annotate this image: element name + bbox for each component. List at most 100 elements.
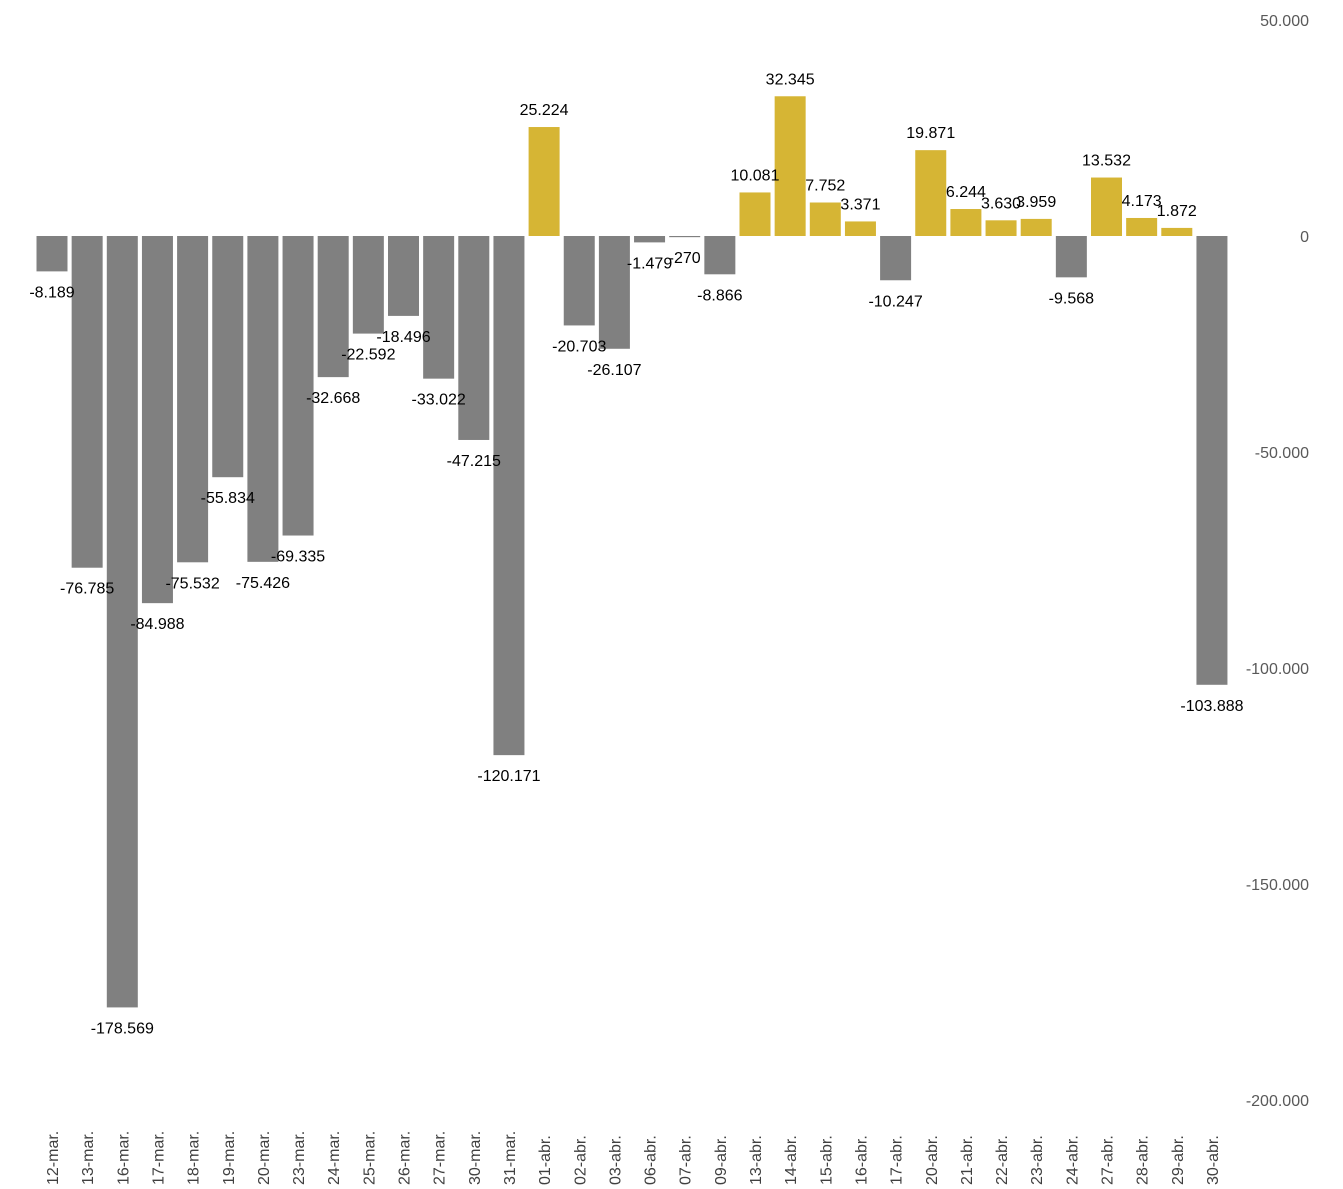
bar-09-abr. <box>704 236 736 275</box>
data-label: -76.785 <box>60 581 114 598</box>
bar-18-mar. <box>177 236 209 563</box>
x-tick-label: 18-mar. <box>186 1131 203 1185</box>
bars-group <box>36 96 1228 1008</box>
bar-28-abr. <box>1126 217 1158 236</box>
x-tick-label: 26-mar. <box>397 1131 414 1185</box>
x-tick-label: 27-mar. <box>432 1131 449 1185</box>
y-tick-label: -150.000 <box>1246 877 1309 894</box>
x-tick-label: 16-abr. <box>853 1135 870 1185</box>
x-tick-label: 02-abr. <box>572 1135 589 1185</box>
y-axis: 50.000 0 -50.000 -100.000 -150.000 -200.000 <box>1246 13 1309 1110</box>
bar-15-abr. <box>809 202 841 236</box>
data-label: -18.496 <box>376 329 430 346</box>
x-tick-label: 25-mar. <box>361 1131 378 1185</box>
x-tick-label: 27-abr. <box>1100 1135 1117 1185</box>
data-label: 3.371 <box>840 196 880 213</box>
data-label: 3.630 <box>981 195 1021 212</box>
data-label: -47.215 <box>447 453 501 470</box>
data-label: 3.959 <box>1016 194 1056 211</box>
bar-17-abr. <box>880 236 912 281</box>
x-tick-label: 21-abr. <box>959 1135 976 1185</box>
data-labels-group: -8.189 -76.785 -178.569 -84.988 -75.532 -55.8… <box>29 71 1243 1037</box>
bar-20-mar. <box>247 236 279 562</box>
bar-22-abr. <box>985 220 1017 236</box>
data-label: 32.345 <box>766 71 815 88</box>
bar-06-abr. <box>634 236 666 243</box>
bar-19-mar. <box>212 236 244 478</box>
bar-26-mar. <box>388 236 419 316</box>
x-tick-label: 16-mar. <box>115 1131 132 1185</box>
data-label: -75.532 <box>165 575 219 592</box>
x-tick-label: 06-abr. <box>643 1135 660 1185</box>
bar-17-mar. <box>141 236 173 604</box>
data-label: -32.668 <box>306 390 360 407</box>
x-tick-label: 29-abr. <box>1170 1135 1187 1185</box>
bar-27-mar. <box>423 236 455 379</box>
y-tick-label: -200.000 <box>1246 1093 1309 1110</box>
bar-16-abr. <box>844 221 876 236</box>
x-tick-label: 22-abr. <box>994 1135 1011 1185</box>
bar-23-abr. <box>1020 218 1052 236</box>
bar-21-abr. <box>950 209 982 236</box>
x-tick-label: 14-abr. <box>783 1135 800 1185</box>
x-tick-label: 24-mar. <box>326 1131 343 1185</box>
x-tick-label: 30-abr. <box>1205 1135 1222 1185</box>
bar-29-abr. <box>1161 227 1193 236</box>
data-label: -84.988 <box>130 616 184 633</box>
x-tick-label: 03-abr. <box>607 1135 624 1185</box>
data-label: 10.081 <box>731 167 780 184</box>
x-tick-label: 17-mar. <box>150 1131 167 1185</box>
x-tick-label: 15-abr. <box>818 1135 835 1185</box>
x-tick-label: 24-abr. <box>1064 1135 1081 1185</box>
data-label: -20.703 <box>552 338 606 355</box>
bar-24-abr. <box>1055 236 1087 278</box>
x-tick-label: 12-mar. <box>45 1131 62 1185</box>
x-tick-label: 13-abr. <box>748 1135 765 1185</box>
x-tick-label: 20-mar. <box>256 1131 273 1185</box>
bar-01-abr. <box>528 127 560 236</box>
bar-31-mar. <box>493 236 525 756</box>
bar-14-abr. <box>774 96 806 237</box>
y-tick-label: 50.000 <box>1260 13 1309 30</box>
x-tick-label: 23-abr. <box>1029 1135 1046 1185</box>
x-tick-label: 30-mar. <box>467 1131 484 1185</box>
data-label: 19.871 <box>906 125 955 142</box>
y-tick-label: -50.000 <box>1255 445 1309 462</box>
x-tick-label: 23-mar. <box>291 1131 308 1185</box>
x-tick-label: 19-mar. <box>221 1131 238 1185</box>
data-label: 6.244 <box>946 184 986 201</box>
x-tick-label: 13-mar. <box>80 1131 97 1185</box>
data-label: -33.022 <box>412 392 466 409</box>
y-tick-label: 0 <box>1300 229 1309 246</box>
bar-16-mar. <box>106 236 138 1008</box>
data-label: 1.872 <box>1157 203 1197 220</box>
data-label: -1.479 <box>627 255 672 272</box>
data-label: -120.171 <box>477 768 540 785</box>
bar-12-mar. <box>36 236 68 272</box>
bar-30-mar. <box>458 236 490 440</box>
y-tick-label: -100.000 <box>1246 661 1309 678</box>
x-tick-label: 01-abr. <box>537 1135 554 1185</box>
data-label: -26.107 <box>587 362 641 379</box>
x-tick-label: 07-abr. <box>678 1135 695 1185</box>
bar-03-abr. <box>598 236 630 349</box>
data-label: 25.224 <box>520 102 569 119</box>
x-tick-label: 17-abr. <box>889 1135 906 1185</box>
bar-07-abr. <box>669 236 701 238</box>
data-label: 7.752 <box>805 178 845 195</box>
x-tick-label: 09-abr. <box>713 1135 730 1185</box>
bar-13-abr. <box>739 192 771 236</box>
bar-13-mar. <box>71 236 103 568</box>
data-label: -178.569 <box>91 1020 154 1037</box>
bar-24-mar. <box>317 236 349 378</box>
data-label: -22.592 <box>341 347 395 364</box>
data-label: -9.568 <box>1049 290 1094 307</box>
bar-20-abr. <box>915 150 947 236</box>
bar-02-abr. <box>563 236 595 326</box>
data-label: 13.532 <box>1082 153 1131 170</box>
data-label: -8.866 <box>697 287 742 304</box>
x-axis: 12-mar. 13-mar. 16-mar. 17-mar. 18-mar. 19-ma… <box>45 1131 1222 1185</box>
bar-25-mar. <box>352 236 384 334</box>
data-label: 4.173 <box>1122 193 1162 210</box>
